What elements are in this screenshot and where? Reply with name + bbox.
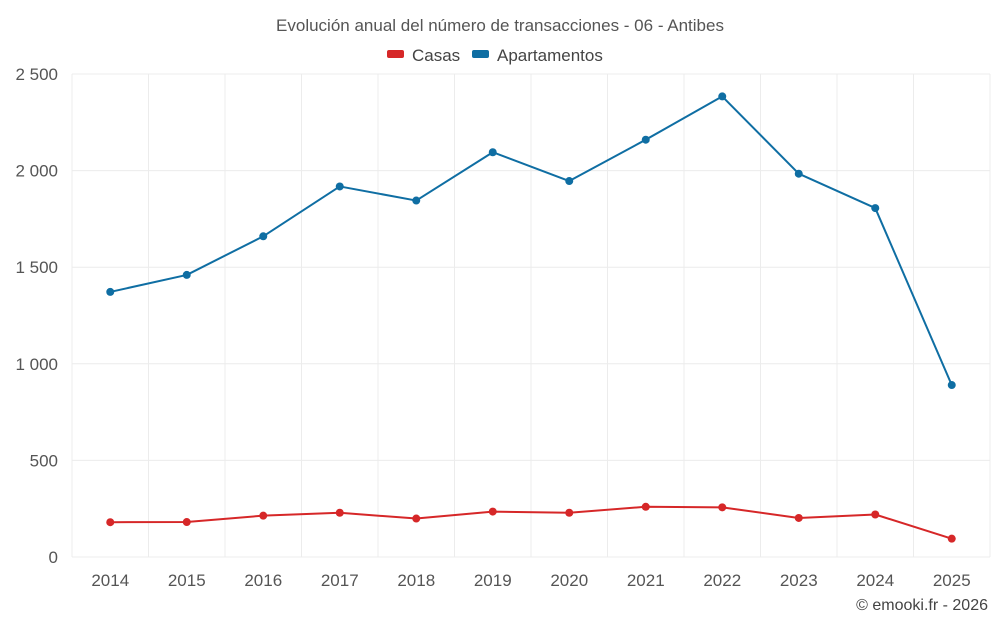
series-line-casas bbox=[110, 505, 953, 540]
data-point-casas[interactable] bbox=[794, 513, 803, 522]
x-tick-label: 2020 bbox=[550, 571, 588, 590]
data-point-apartamentos[interactable] bbox=[488, 148, 497, 157]
data-point-apartamentos[interactable] bbox=[106, 287, 115, 296]
data-point-casas[interactable] bbox=[947, 534, 956, 543]
horizontal-gridlines bbox=[72, 73, 990, 558]
y-tick-label: 2 000 bbox=[15, 162, 58, 181]
credit-text: © emooki.fr - 2026 bbox=[856, 597, 988, 614]
data-point-casas[interactable] bbox=[412, 514, 421, 523]
data-point-apartamentos[interactable] bbox=[871, 204, 880, 213]
data-point-apartamentos[interactable] bbox=[182, 270, 191, 279]
x-tick-label: 2018 bbox=[397, 571, 435, 590]
data-point-apartamentos[interactable] bbox=[335, 182, 344, 191]
x-tick-label: 2016 bbox=[244, 571, 282, 590]
data-point-apartamentos[interactable] bbox=[259, 232, 268, 241]
x-tick-label: 2025 bbox=[933, 571, 971, 590]
legend-item-apartamentos[interactable]: Apartamentos bbox=[472, 46, 603, 65]
data-point-casas[interactable] bbox=[259, 511, 268, 520]
legend: Casas Apartamentos bbox=[387, 46, 603, 65]
y-axis-tick-labels: 0 500 1 000 1 500 2 000 2 500 bbox=[15, 65, 58, 567]
legend-swatch-apartamentos bbox=[472, 50, 489, 58]
series-apartamentos bbox=[106, 92, 956, 390]
y-tick-label: 500 bbox=[30, 451, 58, 470]
x-tick-label: 2021 bbox=[627, 571, 665, 590]
data-point-apartamentos[interactable] bbox=[412, 196, 421, 205]
data-point-casas[interactable] bbox=[335, 508, 344, 517]
legend-swatch-casas bbox=[387, 50, 404, 58]
x-axis-tick-labels: 2014 2015 2016 2017 2018 2019 2020 2021 2022 2023… bbox=[91, 571, 970, 590]
data-point-casas[interactable] bbox=[565, 508, 574, 517]
x-tick-label: 2023 bbox=[780, 571, 818, 590]
legend-item-casas[interactable]: Casas bbox=[387, 46, 460, 65]
data-point-apartamentos[interactable] bbox=[718, 92, 727, 101]
legend-label-casas: Casas bbox=[412, 46, 460, 65]
x-tick-label: 2014 bbox=[91, 571, 129, 590]
series-line-apartamentos bbox=[110, 95, 953, 386]
x-tick-label: 2022 bbox=[703, 571, 741, 590]
data-point-apartamentos[interactable] bbox=[947, 381, 956, 390]
y-tick-label: 1 500 bbox=[15, 258, 58, 277]
y-tick-label: 0 bbox=[49, 548, 58, 567]
data-point-casas[interactable] bbox=[488, 507, 497, 516]
x-tick-label: 2019 bbox=[474, 571, 512, 590]
data-point-apartamentos[interactable] bbox=[565, 177, 574, 186]
data-point-apartamentos[interactable] bbox=[641, 135, 650, 144]
data-point-casas[interactable] bbox=[106, 518, 115, 527]
data-point-casas[interactable] bbox=[871, 510, 880, 519]
chart-title: Evolución anual del número de transaccio… bbox=[276, 16, 724, 35]
x-tick-label: 2015 bbox=[168, 571, 206, 590]
data-point-casas[interactable] bbox=[182, 518, 191, 527]
y-tick-label: 1 000 bbox=[15, 355, 58, 374]
data-point-casas[interactable] bbox=[641, 502, 650, 511]
legend-label-apartamentos: Apartamentos bbox=[497, 46, 603, 65]
series-layer bbox=[106, 92, 956, 543]
x-tick-label: 2024 bbox=[856, 571, 894, 590]
series-casas bbox=[106, 502, 956, 543]
data-point-apartamentos[interactable] bbox=[794, 169, 803, 178]
y-tick-label: 2 500 bbox=[15, 65, 58, 84]
data-point-casas[interactable] bbox=[718, 503, 727, 512]
x-tick-label: 2017 bbox=[321, 571, 359, 590]
vertical-gridlines bbox=[71, 74, 991, 557]
